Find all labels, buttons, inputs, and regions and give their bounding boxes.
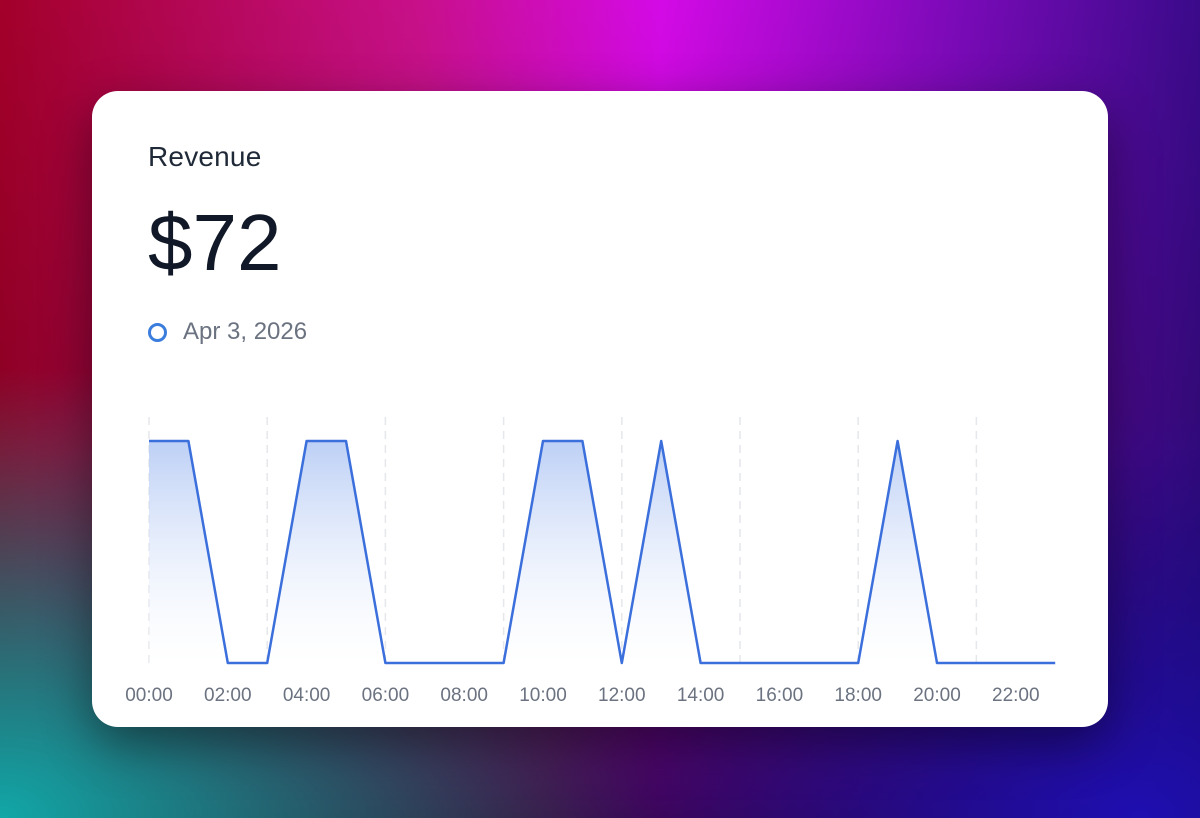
legend[interactable]: Apr 3, 2026 xyxy=(148,318,307,346)
x-tick-label: 02:00 xyxy=(204,685,252,706)
data-point[interactable] xyxy=(816,660,822,666)
x-tick-label: 10:00 xyxy=(519,685,567,706)
data-point[interactable] xyxy=(579,438,585,444)
x-tick-label: 16:00 xyxy=(756,685,804,706)
data-point[interactable] xyxy=(264,660,270,666)
data-point[interactable] xyxy=(776,660,782,666)
revenue-value: $72 xyxy=(148,198,282,287)
x-tick-label: 18:00 xyxy=(834,685,882,706)
data-point[interactable] xyxy=(658,438,664,444)
data-point[interactable] xyxy=(1013,660,1019,666)
data-point[interactable] xyxy=(895,438,901,444)
legend-label: Apr 3, 2026 xyxy=(183,318,308,345)
x-tick-label: 06:00 xyxy=(362,685,410,706)
x-axis-ticks: 00:00 02:00 04:00 06:00 08:00 10:00 12:00 14:00… xyxy=(125,685,1039,706)
data-point[interactable] xyxy=(698,660,704,666)
series-line xyxy=(146,438,1058,666)
data-point[interactable] xyxy=(185,438,191,444)
data-point[interactable] xyxy=(461,660,467,666)
x-tick-label: 12:00 xyxy=(598,685,646,706)
x-tick-label: 22:00 xyxy=(992,685,1040,706)
data-point[interactable] xyxy=(225,660,231,666)
x-tick-label: 14:00 xyxy=(677,685,725,706)
data-point[interactable] xyxy=(1052,660,1058,666)
data-point[interactable] xyxy=(934,660,940,666)
x-tick-label: 00:00 xyxy=(125,685,173,706)
x-tick-label: 04:00 xyxy=(283,685,331,706)
data-point[interactable] xyxy=(619,660,625,666)
data-point[interactable] xyxy=(737,660,743,666)
revenue-card: Revenue $72 Apr 3, 2026 00:00 02:00 04:00 0… xyxy=(92,91,1108,727)
data-point[interactable] xyxy=(382,660,388,666)
data-point[interactable] xyxy=(146,438,152,444)
card-title: Revenue xyxy=(148,141,262,172)
data-point[interactable] xyxy=(540,438,546,444)
data-point[interactable] xyxy=(422,660,428,666)
data-point[interactable] xyxy=(973,660,979,666)
x-tick-label: 08:00 xyxy=(440,685,488,706)
legend-marker-icon xyxy=(148,322,167,342)
data-point[interactable] xyxy=(501,660,507,666)
series-line-path xyxy=(149,439,1056,665)
revenue-area-chart[interactable]: 00:00 02:00 04:00 06:00 08:00 10:00 12:00 14:00… xyxy=(92,91,1108,727)
data-point[interactable] xyxy=(343,438,349,444)
x-tick-label: 20:00 xyxy=(913,685,961,706)
data-point[interactable] xyxy=(855,660,861,666)
data-point[interactable] xyxy=(304,438,310,444)
